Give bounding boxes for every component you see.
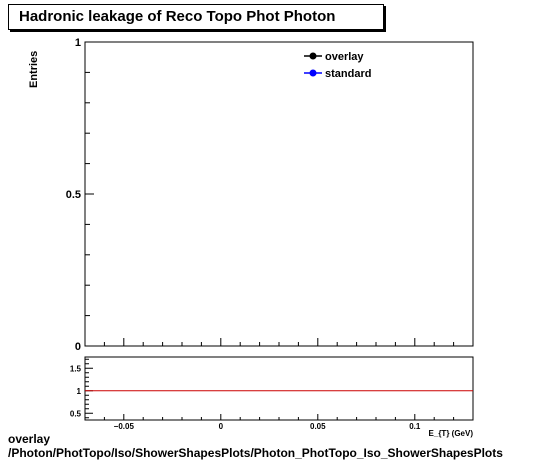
main-y-tick-label: 0.5 [66,189,81,201]
legend: overlay standard [304,51,371,80]
ratio-y-tick-label: 1.5 [70,364,82,373]
ratio-x-axis: −0.05 0 0.05 0.1 [103,414,455,431]
ratio-plot-frame [84,356,474,421]
legend-standard-label: standard [325,68,371,80]
main-x-minor-ticks [103,338,455,346]
title-box: Hadronic leakage of Reco Topo Phot Photo… [8,4,384,30]
legend-entry-standard: standard [304,68,371,80]
main-plot-frame [84,41,474,347]
ratio-y-axis: 0.5 1 1.5 [70,358,93,419]
chart-title: Hadronic leakage of Reco Topo Phot Photo… [19,8,336,25]
footer-path: /Photon/PhotTopo/Iso/ShowerShapesPlots/P… [8,446,503,460]
ratio-x-tick-label: −0.05 [114,422,135,431]
ratio-y-tick-label: 1 [77,387,82,396]
ratio-x-axis-label: E_{T} (GeV) [429,429,474,438]
legend-overlay-label: overlay [325,51,364,63]
ratio-x-tick-label: 0.05 [310,422,326,431]
ratio-y-tick-label: 0.5 [70,409,82,418]
main-y-tick-label: 0 [75,341,81,353]
footer-label: overlay [8,432,51,446]
ratio-x-tick-label: 0.1 [409,422,421,431]
ratio-x-tick-label: 0 [219,422,224,431]
main-y-axis: 00.51 [66,37,94,353]
legend-overlay-marker [309,52,317,60]
main-y-tick-label: 1 [75,37,81,49]
legend-entry-overlay: overlay [304,51,364,63]
main-y-axis-label: Entries [28,51,40,88]
legend-standard-marker [309,69,317,77]
